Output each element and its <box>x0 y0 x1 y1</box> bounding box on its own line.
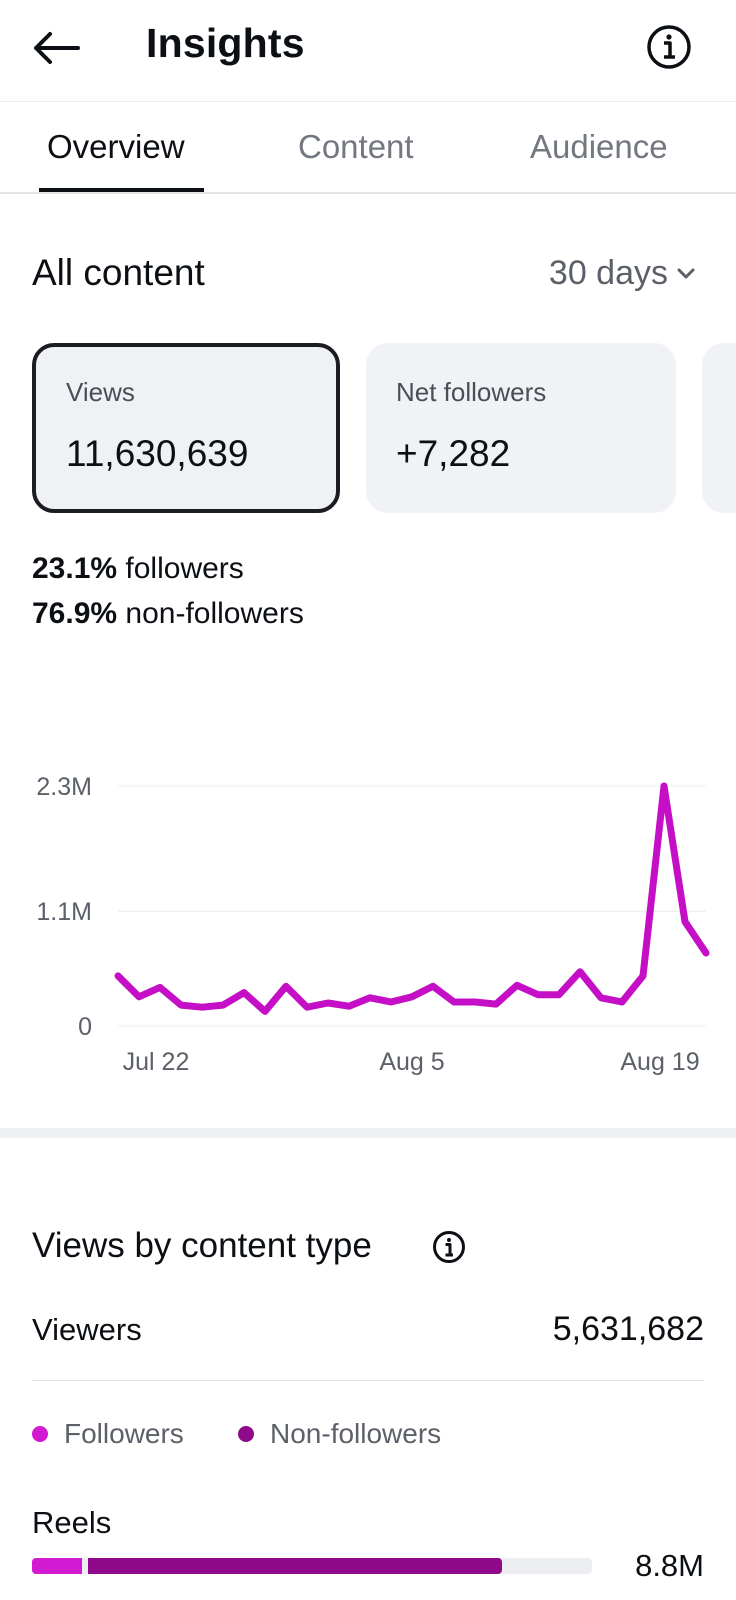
y-tick-label: 1.1M <box>36 898 92 926</box>
tab-audience[interactable]: Audience <box>530 128 668 165</box>
info-circle-icon[interactable] <box>432 1230 466 1264</box>
arrow-left-icon <box>34 32 80 64</box>
top-bar: Insights <box>0 0 736 102</box>
legend-label: Non-followers <box>270 1418 442 1449</box>
x-tick-label: Jul 22 <box>123 1048 190 1076</box>
legend-dot-icon <box>238 1426 254 1442</box>
reels-bar <box>32 1558 592 1574</box>
metric-value: +7,282 <box>396 433 511 474</box>
metric-label: Views <box>66 377 135 407</box>
y-tick-label: 2.3M <box>36 773 92 801</box>
section-divider <box>0 1128 736 1138</box>
series-line <box>114 782 710 1015</box>
active-tab-indicator <box>39 188 204 192</box>
views-line-chart: 2.3M 1.1M 0 Jul 22 Aug 5 Aug 19 <box>36 773 710 1076</box>
tab-content[interactable]: Content <box>298 128 414 165</box>
info-circle-icon[interactable] <box>646 24 692 70</box>
x-tick-label: Aug 19 <box>620 1048 699 1076</box>
metric-value: 11,630,639 <box>66 433 249 474</box>
legend-label: Followers <box>64 1418 184 1449</box>
chevron-down-icon <box>677 268 695 278</box>
divider <box>32 1380 704 1381</box>
content-type-row-value: 8.8M <box>635 1548 704 1583</box>
content-type-title: Views by content type <box>32 1226 372 1265</box>
bar-segment-nonfollowers <box>88 1558 502 1574</box>
legend-nonfollowers: Non-followers <box>238 1418 441 1450</box>
content-type-row-label: Reels <box>32 1505 112 1540</box>
viewers-label: Viewers <box>32 1312 142 1347</box>
section-title: All content <box>32 252 205 293</box>
date-range-dropdown[interactable]: 30 days <box>549 254 696 293</box>
nonfollowers-percentage: 76.9% non-followers <box>32 597 304 630</box>
metric-card-net-followers[interactable]: Net followers +7,282 <box>366 343 676 513</box>
metric-label: Net followers <box>396 377 547 407</box>
back-button[interactable] <box>30 22 82 74</box>
viewers-value: 5,631,682 <box>552 1310 704 1348</box>
metric-card-views[interactable]: Views 11,630,639 <box>32 343 340 513</box>
y-tick-label: 0 <box>78 1013 92 1041</box>
bar-segment-followers <box>32 1558 82 1574</box>
legend-followers: Followers <box>32 1418 184 1450</box>
x-tick-label: Aug 5 <box>379 1048 444 1076</box>
metric-card-partial[interactable] <box>702 343 736 513</box>
date-range-label: 30 days <box>548 254 668 292</box>
followers-percentage: 23.1% followers <box>32 552 244 585</box>
tab-bar: Overview Content Audience <box>0 102 736 194</box>
page-title: Insights <box>146 20 305 66</box>
tab-overview[interactable]: Overview <box>47 128 185 165</box>
legend-dot-icon <box>32 1426 48 1442</box>
